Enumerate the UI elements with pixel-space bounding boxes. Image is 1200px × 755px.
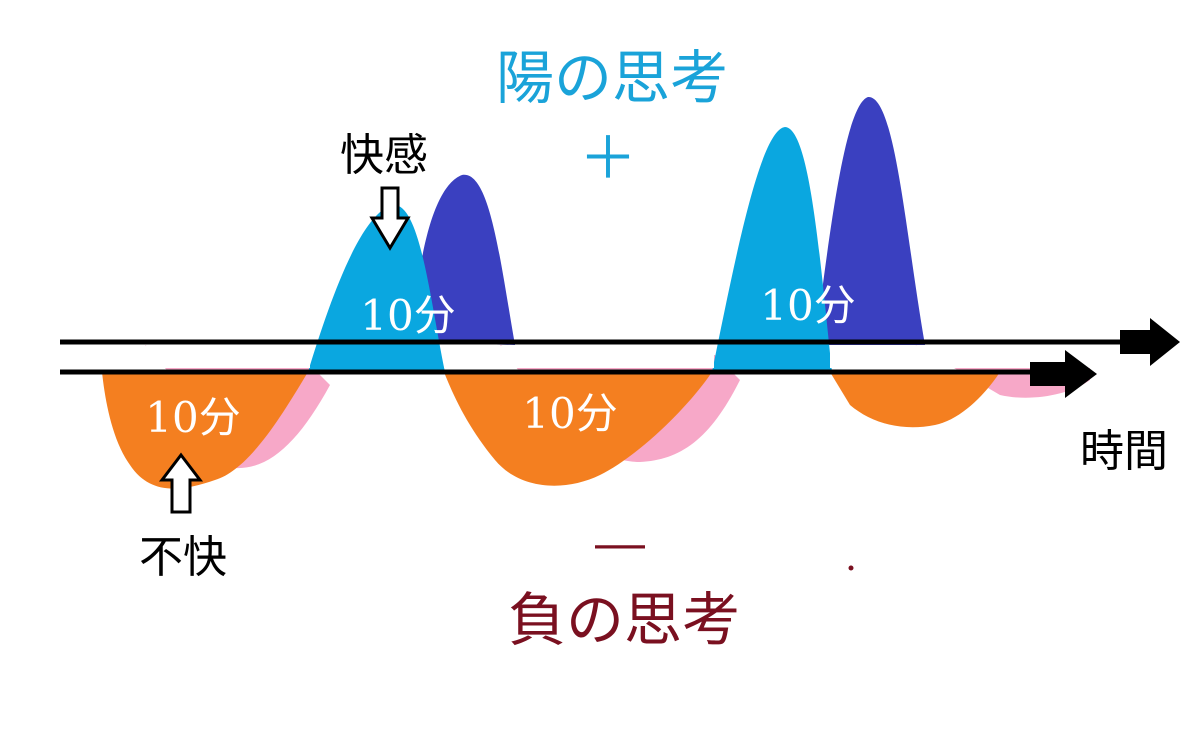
duration-label: 10分: [145, 393, 240, 442]
orange-trough: [102, 372, 308, 489]
orange-trough: [444, 372, 712, 486]
duration-label: 10分: [360, 291, 455, 340]
sky-peak: [712, 127, 832, 372]
displeasure-label: 不快: [139, 532, 227, 583]
navy-peak: [412, 174, 515, 345]
minus-sign: ―: [595, 514, 645, 572]
time-axis-label: 時間: [1080, 426, 1168, 477]
stray-dot: [848, 565, 854, 571]
pleasure-arrow-icon: [369, 186, 411, 251]
orange-trough: [830, 372, 1000, 428]
plus-sign: ＋: [579, 124, 637, 192]
duration-label: 10分: [522, 389, 617, 438]
upper-axis-arrowhead: [1120, 318, 1180, 366]
negative-thinking-title: 負の思考: [508, 586, 740, 654]
duration-label: 10分: [760, 281, 855, 330]
line-gap: [444, 346, 714, 368]
positive-thinking-title: 陽の思考: [496, 44, 728, 112]
lower-axis-arrowhead: [1030, 350, 1097, 398]
sky-peak: [308, 204, 445, 372]
navy-peak: [815, 96, 925, 345]
line-gap: [60, 346, 310, 368]
displeasure-arrow-icon: [158, 452, 204, 514]
pleasure-label: 快感: [340, 130, 428, 181]
